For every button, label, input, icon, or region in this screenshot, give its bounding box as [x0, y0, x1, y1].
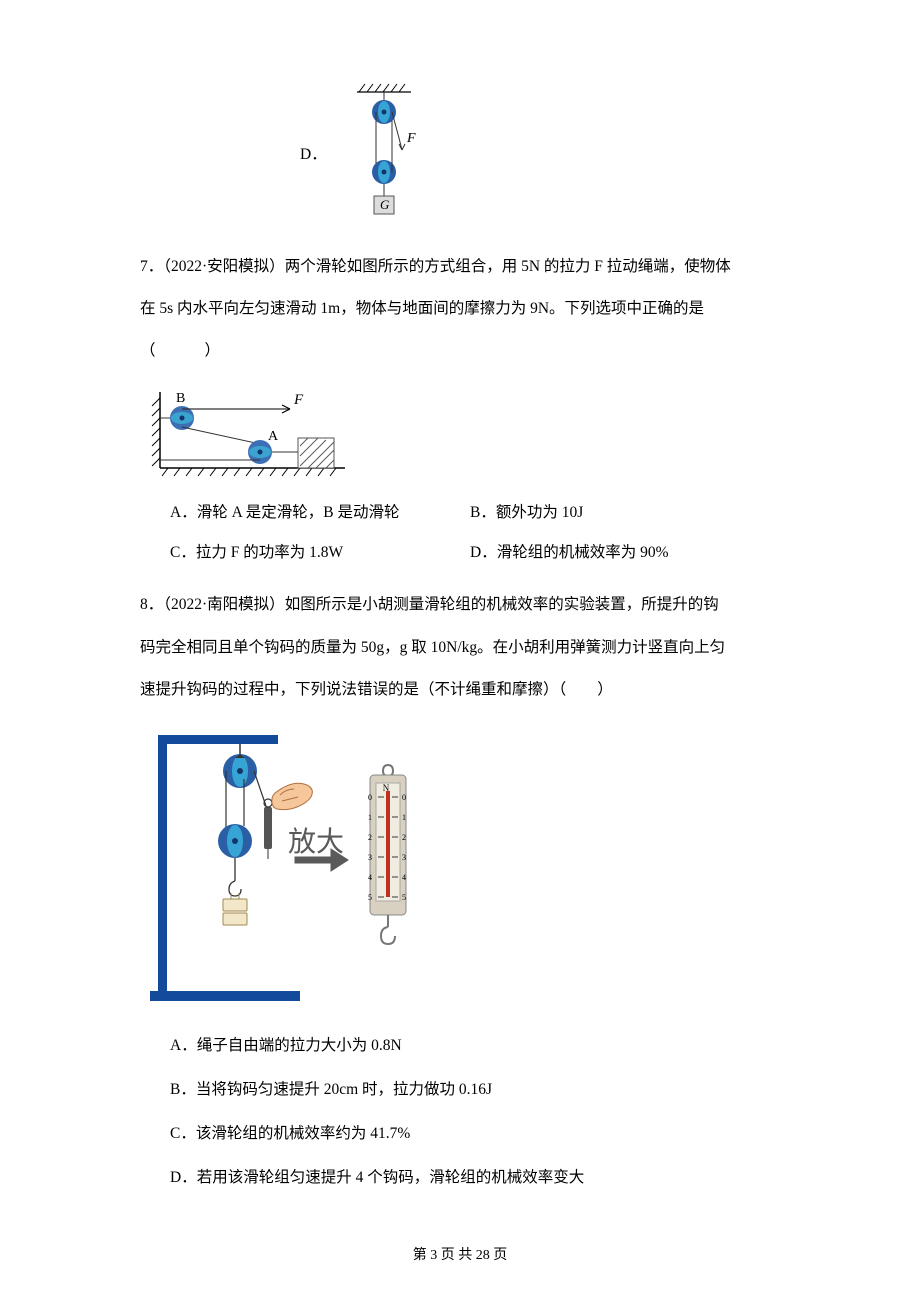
q8-prefix: 8． — [140, 596, 163, 613]
q7-optB: B．额外功为 10J — [470, 496, 583, 530]
svg-text:4: 4 — [402, 873, 406, 882]
svg-text:5: 5 — [402, 893, 406, 902]
q7-source: （2022·安阳模拟） — [163, 258, 284, 275]
q8-text: 8．（2022·南阳模拟）如图所示是小胡测量滑轮组的机械效率的实验装置，所提升的… — [140, 588, 800, 622]
svg-text:F: F — [406, 131, 416, 146]
q6-option-d-figure: F G — [339, 80, 429, 230]
page: D． F — [0, 0, 920, 1302]
q7-line1: 两个滑轮如图所示的方式组合，用 5N 的拉力 F 拉动绳端，使物体 — [285, 258, 731, 275]
svg-text:0: 0 — [368, 793, 372, 802]
svg-text:1: 1 — [368, 813, 372, 822]
q6-option-d-row: D． F — [300, 80, 800, 230]
q7-options-row1: A．滑轮 A 是定滑轮，B 是动滑轮 B．额外功为 10J — [170, 496, 800, 530]
q6-option-d-label: D． — [300, 138, 327, 172]
q8-line3: 速提升钩码的过程中，下列说法错误的是（不计绳重和摩擦）（ ） — [140, 673, 800, 707]
svg-text:B: B — [176, 391, 185, 406]
q7-options-row2: C．拉力 F 的功率为 1.8W D．滑轮组的机械效率为 90% — [170, 536, 800, 570]
svg-text:3: 3 — [368, 853, 372, 862]
q8-optB: B．当将钩码匀速提升 20cm 时，拉力做功 0.16J — [170, 1073, 800, 1107]
page-footer: 第 3 页 共 28 页 — [0, 1241, 920, 1272]
svg-text:3: 3 — [402, 853, 406, 862]
q7-optD: D．滑轮组的机械效率为 90% — [470, 536, 668, 570]
q8-optC: C．该滑轮组的机械效率约为 41.7% — [170, 1117, 800, 1151]
q8-options: A．绳子自由端的拉力大小为 0.8N B．当将钩码匀速提升 20cm 时，拉力做… — [170, 1029, 800, 1195]
q7-paren-text: （ ） — [140, 342, 226, 359]
svg-text:放大: 放大 — [288, 826, 344, 858]
q7-paren: （ ） — [140, 334, 800, 368]
svg-text:F: F — [293, 392, 304, 408]
svg-text:N: N — [383, 783, 390, 793]
q8-line2: 码完全相同且单个钩码的质量为 50g，g 取 10N/kg。在小胡利用弹簧测力计… — [140, 631, 800, 665]
svg-text:G: G — [380, 197, 390, 212]
q7-figure-wrap: B F A — [140, 382, 800, 482]
q7-text: 7．（2022·安阳模拟）两个滑轮如图所示的方式组合，用 5N 的拉力 F 拉动… — [140, 250, 800, 284]
q8-figure: 放大 N 0 0 1 1 2 2 — [140, 721, 430, 1011]
q8-optD: D．若用该滑轮组匀速提升 4 个钩码，滑轮组的机械效率变大 — [170, 1161, 800, 1195]
q8-line1: 如图所示是小胡测量滑轮组的机械效率的实验装置，所提升的钩 — [285, 596, 719, 613]
svg-text:2: 2 — [402, 833, 406, 842]
q8-figure-wrap: 放大 N 0 0 1 1 2 2 — [140, 721, 800, 1011]
q7-optC: C．拉力 F 的功率为 1.8W — [170, 536, 470, 570]
svg-text:2: 2 — [368, 833, 372, 842]
svg-text:1: 1 — [402, 813, 406, 822]
svg-text:0: 0 — [402, 793, 406, 802]
q8-optA: A．绳子自由端的拉力大小为 0.8N — [170, 1029, 800, 1063]
q7-prefix: 7． — [140, 258, 163, 275]
q7-line2: 在 5s 内水平向左匀速滑动 1m，物体与地面间的摩擦力为 9N。下列选项中正确… — [140, 292, 800, 326]
q7-figure: B F A — [140, 382, 350, 482]
q8-source: （2022·南阳模拟） — [163, 596, 284, 613]
svg-text:5: 5 — [368, 893, 372, 902]
q7-optA: A．滑轮 A 是定滑轮，B 是动滑轮 — [170, 496, 470, 530]
svg-text:A: A — [268, 429, 279, 444]
svg-text:4: 4 — [368, 873, 372, 882]
